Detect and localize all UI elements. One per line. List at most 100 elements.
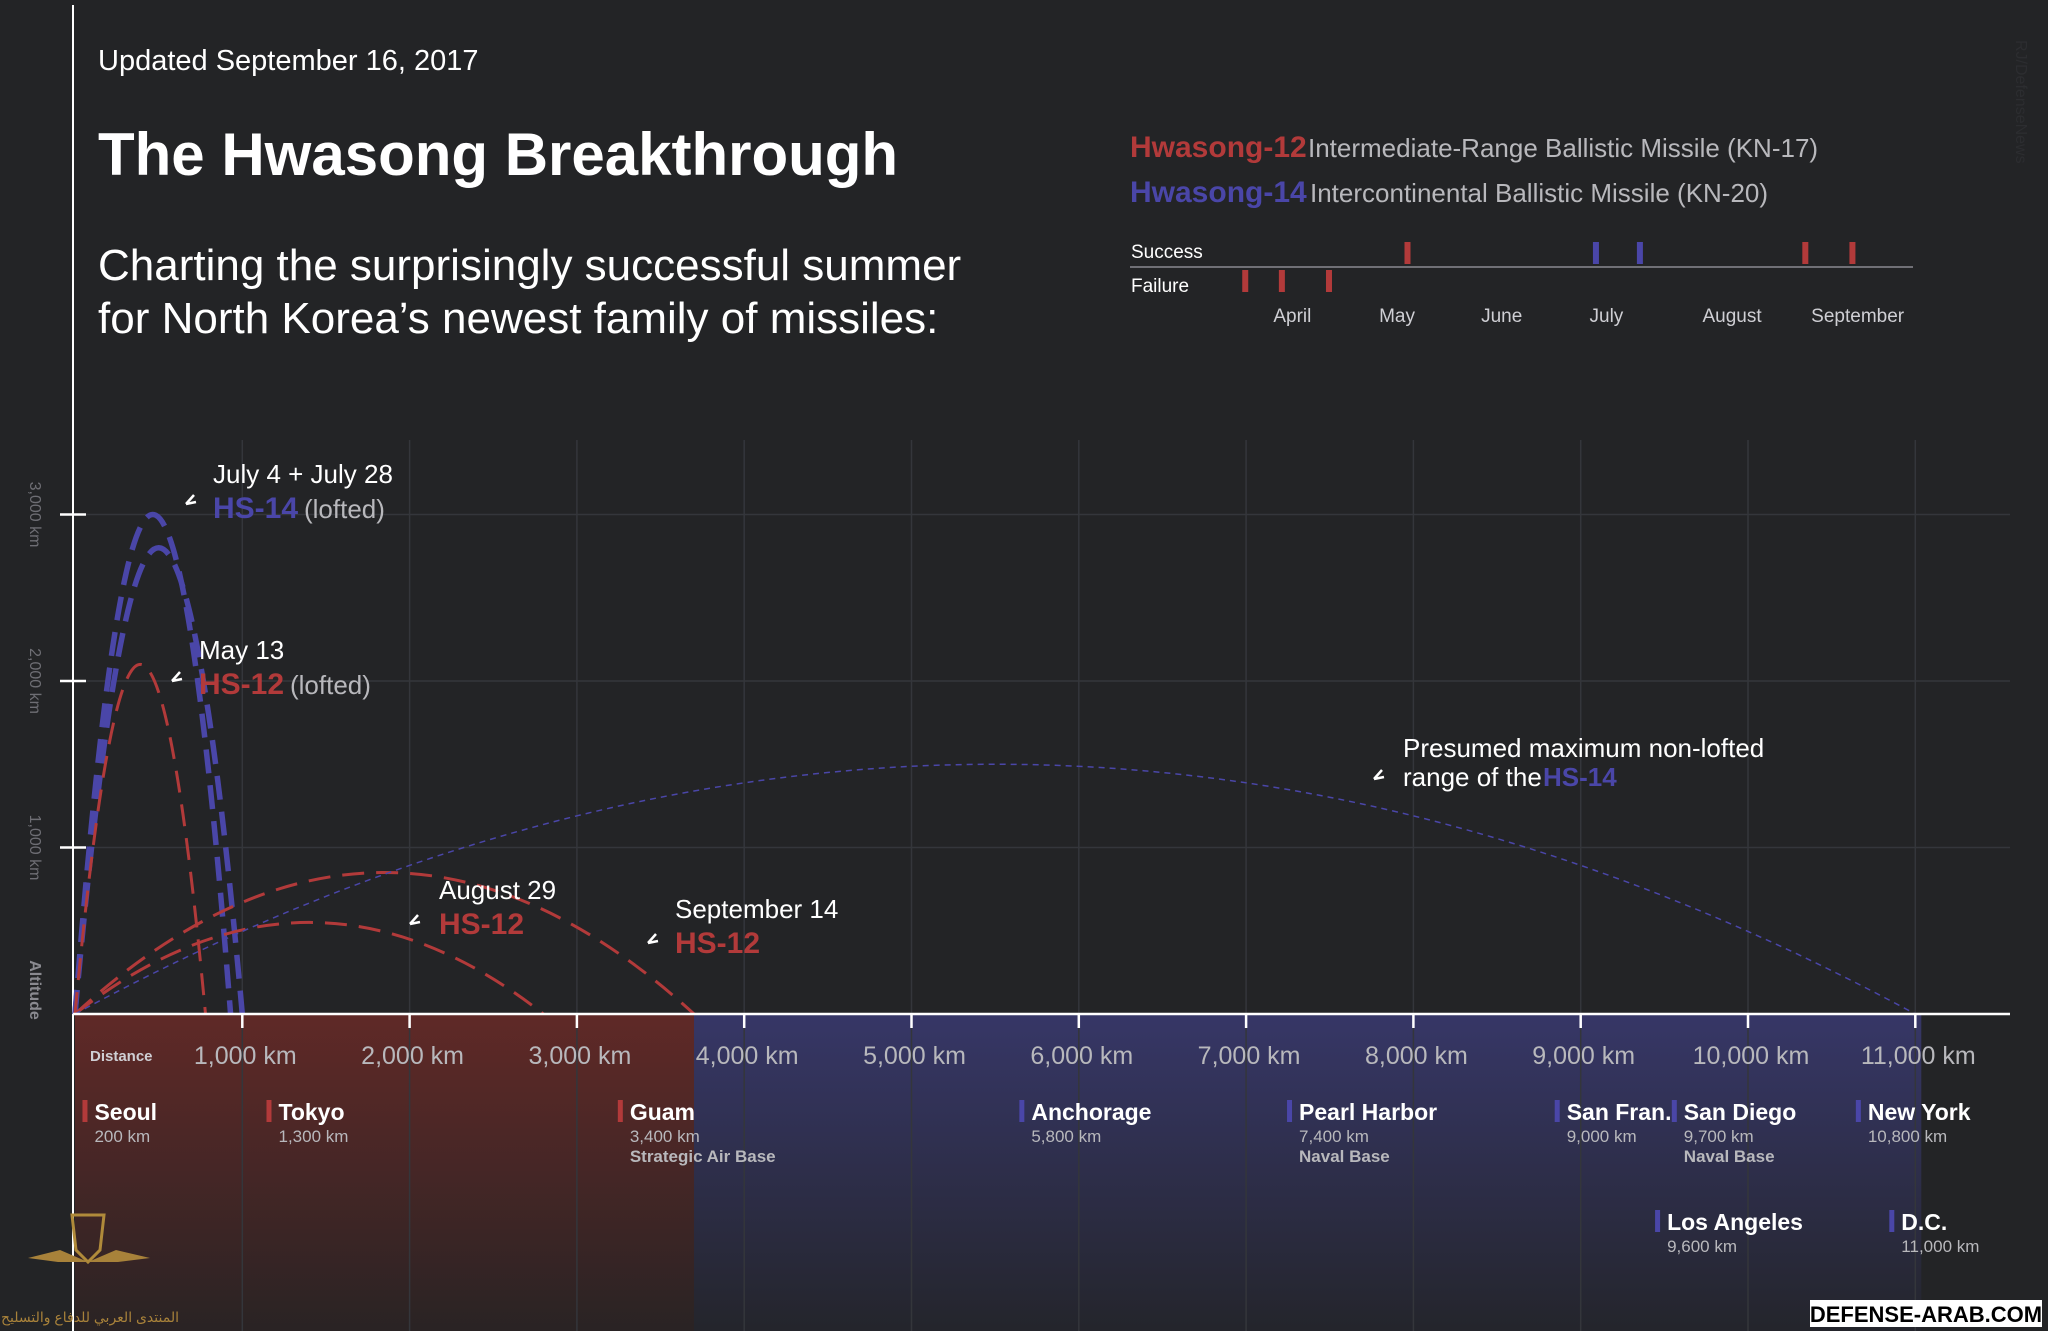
trajectory-hs-14 bbox=[72, 511, 234, 1015]
city-seoul: Seoul 200 km bbox=[82, 1099, 157, 1146]
watermark-logo: المنتدى العربي للدفاع والتسليح bbox=[1, 1213, 179, 1326]
annotation-line2: range of the bbox=[1403, 762, 1542, 792]
timeline-failure-label: Failure bbox=[1131, 276, 1189, 297]
city-name: San Fran. bbox=[1567, 1099, 1672, 1125]
x-tick-label: 8,000 km bbox=[1365, 1042, 1468, 1070]
city-marker bbox=[1554, 1100, 1560, 1122]
y-tick-label: 2,000 km bbox=[26, 648, 43, 714]
trajectory-hs-12 bbox=[73, 662, 207, 1015]
city-distance: 200 km bbox=[94, 1127, 150, 1146]
legend-hs12-desc: Intermediate-Range Ballistic Missile (KN… bbox=[1308, 133, 1818, 163]
annotation-line1: Presumed maximum non-lofted bbox=[1403, 733, 1764, 763]
city-distance: 9,700 km bbox=[1684, 1127, 1754, 1146]
timeline-month-label: September bbox=[1811, 306, 1905, 327]
annotation-date: May 13 bbox=[199, 635, 284, 665]
x-tick-label: 10,000 km bbox=[1693, 1042, 1810, 1070]
annotation-hs12-lofted: May 13 HS-12 (lofted) bbox=[171, 635, 371, 701]
city-name: Guam bbox=[630, 1099, 695, 1125]
trajectory-hs-12 bbox=[73, 870, 696, 1016]
x-axis-title: Distance bbox=[90, 1048, 153, 1065]
x-tick-label: 3,000 km bbox=[528, 1042, 631, 1070]
x-tick-label: 9,000 km bbox=[1532, 1042, 1635, 1070]
timeline-month-label: April bbox=[1273, 306, 1311, 327]
city-marker bbox=[1655, 1210, 1661, 1232]
city-distance: 7,400 km bbox=[1299, 1127, 1369, 1146]
city-marker bbox=[1889, 1210, 1895, 1232]
y-tick-label: 1,000 km bbox=[26, 815, 43, 881]
city-name: D.C. bbox=[1901, 1209, 1947, 1235]
x-tick-label: 4,000 km bbox=[696, 1042, 799, 1070]
annotations: July 4 + July 28 HS-14 (lofted) May 13 H… bbox=[171, 459, 1764, 960]
timeline-test-mark bbox=[1592, 242, 1599, 264]
city-note: Naval Base bbox=[1299, 1147, 1390, 1166]
timeline-month-label: June bbox=[1481, 306, 1522, 327]
city-distance: 3,400 km bbox=[630, 1127, 700, 1146]
annotation-missile: HS-14 bbox=[1543, 762, 1617, 792]
page-title: The Hwasong Breakthrough bbox=[98, 121, 898, 188]
city-new-york: New York 10,800 km bbox=[1855, 1099, 1971, 1146]
city-d-c-: D.C. 11,000 km bbox=[1889, 1209, 1979, 1256]
city-distance: 11,000 km bbox=[1901, 1237, 1979, 1256]
city-marker bbox=[1287, 1100, 1293, 1122]
timeline-test-mark bbox=[1325, 270, 1332, 292]
timeline-test-mark bbox=[1242, 270, 1249, 292]
hs12-range-band bbox=[75, 1014, 695, 1331]
city-name: Pearl Harbor bbox=[1299, 1099, 1437, 1125]
city-note: Naval Base bbox=[1684, 1147, 1775, 1166]
city-name: San Diego bbox=[1684, 1099, 1796, 1125]
trajectory-hs-12 bbox=[74, 920, 545, 1016]
annotation-date: September 14 bbox=[675, 894, 838, 924]
timeline-month-label: July bbox=[1590, 306, 1624, 327]
trajectory-hs-14 bbox=[74, 763, 1916, 1015]
watermark-site-text: DEFENSE-ARAB.COM bbox=[1810, 1302, 2042, 1327]
watermark-arabic: المنتدى العربي للدفاع والتسليح bbox=[1, 1309, 179, 1326]
annotation-sep14: September 14 HS-12 bbox=[647, 894, 838, 960]
annotation-max-range: Presumed maximum non-lofted range of the… bbox=[1373, 733, 1764, 792]
x-tick-label: 1,000 km bbox=[194, 1042, 297, 1070]
watermark-site: DEFENSE-ARAB.COM bbox=[1810, 1300, 2042, 1327]
x-ticks: 1,000 km 2,000 km 3,000 km 4,000 km 5,000 km… bbox=[194, 1014, 1976, 1070]
subtitle-line-2: for North Korea’s newest family of missi… bbox=[98, 294, 938, 343]
wings-icon bbox=[28, 1250, 150, 1262]
city-anchorage: Anchorage 5,800 km bbox=[1019, 1099, 1151, 1146]
city-distance: 9,000 km bbox=[1567, 1127, 1637, 1146]
city-marker bbox=[617, 1100, 623, 1122]
annotation-pointer bbox=[185, 494, 197, 506]
annotation-aug29: August 29 HS-12 bbox=[409, 875, 556, 941]
annotation-pointer bbox=[647, 933, 659, 945]
trajectories bbox=[72, 511, 1916, 1016]
city-markers: Seoul 200 km Tokyo 1,300 km Guam 3,400 kmStra… bbox=[82, 1099, 1979, 1256]
annotation-pointer bbox=[1373, 769, 1385, 781]
annotation-missile: HS-14 bbox=[213, 492, 298, 525]
subtitle-line-1: Charting the surprisingly successful sum… bbox=[98, 241, 961, 290]
updated-date: Updated September 16, 2017 bbox=[98, 45, 479, 77]
y-tick-label: 3,000 km bbox=[26, 482, 43, 548]
legend-hs14-desc: Intercontinental Ballistic Missile (KN-2… bbox=[1310, 178, 1768, 208]
annotation-missile: HS-12 bbox=[675, 927, 760, 960]
chart-grid bbox=[75, 440, 2010, 1331]
annotation-pointer bbox=[171, 671, 183, 683]
city-marker bbox=[82, 1100, 88, 1122]
city-marker bbox=[1019, 1100, 1025, 1122]
watermark-site-bg bbox=[1810, 1300, 2042, 1327]
annotation-missile: HS-12 bbox=[439, 908, 524, 941]
credit-text: RJ/DefenseNews bbox=[2012, 40, 2029, 164]
range-bands bbox=[75, 1014, 1922, 1331]
timeline-test-mark bbox=[1849, 242, 1856, 264]
timeline-month-label: August bbox=[1702, 306, 1762, 327]
legend-hs14-name: Hwasong-14 bbox=[1130, 176, 1307, 209]
city-distance: 1,300 km bbox=[278, 1127, 348, 1146]
city-name: Seoul bbox=[94, 1099, 157, 1125]
city-name: New York bbox=[1868, 1099, 1971, 1125]
x-tick-label: 5,000 km bbox=[863, 1042, 966, 1070]
city-note: Strategic Air Base bbox=[630, 1147, 776, 1166]
annotation-date: August 29 bbox=[439, 875, 556, 905]
city-marker bbox=[1671, 1100, 1677, 1122]
city-distance: 9,600 km bbox=[1667, 1237, 1737, 1256]
test-timeline: Success Failure April May June July August Se… bbox=[1130, 242, 1913, 327]
x-tick-label: 11,000 km bbox=[1861, 1042, 1976, 1070]
city-tokyo: Tokyo 1,300 km bbox=[266, 1099, 348, 1146]
